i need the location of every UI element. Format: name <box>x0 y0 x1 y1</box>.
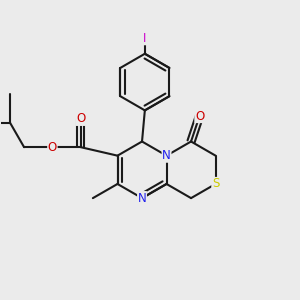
Text: I: I <box>143 32 146 45</box>
Text: N: N <box>162 149 171 162</box>
Text: O: O <box>195 110 204 122</box>
Text: O: O <box>76 112 85 125</box>
Text: S: S <box>212 178 219 190</box>
Text: N: N <box>138 192 146 205</box>
Text: O: O <box>48 141 57 154</box>
